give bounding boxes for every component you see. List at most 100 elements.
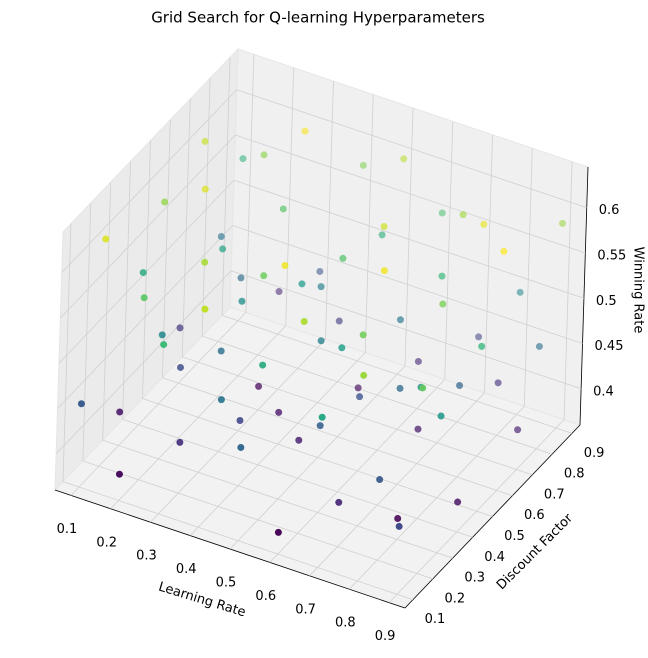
point [219,245,227,253]
point [478,342,486,350]
point [380,267,388,275]
point [301,127,309,135]
point [338,344,346,352]
point [419,384,427,392]
point [500,247,508,255]
point [335,317,343,325]
point [396,384,404,392]
grid-line [82,460,433,580]
point [454,498,462,506]
grid-line [102,439,453,559]
point [160,341,168,349]
point [535,342,543,350]
grid-line [122,161,132,420]
point [217,232,225,240]
grid-line [523,148,533,407]
y-tick-label: 0.2 [444,591,465,606]
x-tick-label: 0.4 [176,562,197,577]
point [494,379,502,387]
y-tick-label: 0.7 [544,487,565,502]
point [140,294,148,302]
grid-line [245,54,255,313]
grid-line [122,418,473,538]
point [275,288,283,296]
grid-line [82,202,92,461]
axis-line [579,166,589,426]
grid-line [235,134,586,254]
point [139,269,147,277]
point [255,382,263,390]
point [279,205,287,213]
x-tick-label: 0.9 [375,629,396,644]
point [217,347,225,355]
point [359,161,367,169]
panes [54,47,589,609]
grid-line [444,121,454,380]
point [318,413,326,421]
point [102,235,110,243]
point [400,155,408,163]
point [516,288,524,296]
point [238,297,246,305]
grid-line [221,314,573,434]
point [459,211,467,219]
chart-title: Grid Search for Q-learning Hyperparamete… [151,9,485,27]
point [201,185,209,193]
grid-line [142,398,493,517]
point [275,408,283,416]
point [217,396,225,404]
grid-line [61,89,238,274]
grid-line [484,134,493,393]
y-tick-label: 0.9 [584,446,605,461]
point [116,408,124,416]
point [316,267,324,275]
y-tick-label: 0.4 [484,550,505,565]
point [281,262,289,270]
points [77,127,566,536]
grid-line [102,182,112,441]
grid-line [182,356,533,476]
grid-line [364,94,374,353]
point [115,470,123,478]
point [376,476,384,484]
x-tick-label: 0.8 [335,616,356,631]
point [260,272,268,280]
point [354,384,362,392]
point [437,412,445,420]
grid-line [325,81,334,340]
y-tick-label: 0.1 [425,612,446,627]
point [236,417,244,425]
point [317,283,325,291]
point [260,151,268,159]
point [201,258,209,266]
grid-line [57,225,233,409]
point [259,361,267,369]
point [317,337,325,345]
x-tick-label: 0.5 [216,576,237,591]
point [394,514,402,522]
point [558,219,566,227]
point [439,300,447,308]
point [378,231,386,239]
grid-line [142,140,151,399]
point [438,272,446,280]
point [298,280,306,288]
point [274,528,282,536]
point [316,422,324,430]
point [356,393,364,401]
grid-line [285,67,295,326]
point [339,254,347,262]
point [176,438,184,446]
point [480,220,488,228]
x-tick-label: 0.7 [295,602,316,617]
grid-line [181,98,191,357]
y-tick-label: 0.5 [504,529,525,544]
point [438,209,446,217]
point [201,305,209,313]
grid-line [232,225,583,344]
z-axis-label: Winning Rate [631,247,646,334]
point [359,331,367,339]
grid-line [221,57,231,316]
z-tick-label: 0.4 [593,384,614,399]
grid-line [230,270,582,390]
